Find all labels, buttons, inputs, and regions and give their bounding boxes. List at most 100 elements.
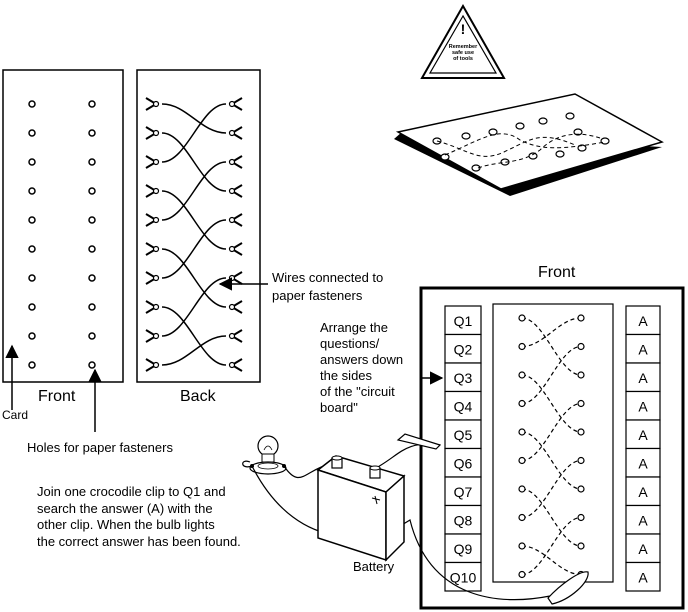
bulb-icon [249, 435, 287, 475]
board-hole [518, 570, 526, 579]
board-hole [577, 456, 585, 465]
back-wire [161, 306, 227, 366]
board-link [521, 317, 582, 376]
front-hole [28, 129, 36, 137]
question-label: Q5 [454, 427, 473, 443]
fastener-head [152, 187, 160, 195]
answer-box [625, 561, 661, 592]
board-link [521, 374, 582, 433]
front-hole [88, 332, 96, 340]
warning-line-2: safe use [451, 50, 474, 56]
question-box [444, 419, 482, 450]
arrange-label-line-5: of the "circuit [320, 384, 395, 399]
question-box [444, 504, 482, 535]
svg-text:!: ! [461, 21, 466, 37]
board-hole [518, 342, 526, 351]
front-hole [88, 361, 96, 369]
front-hole [28, 216, 36, 224]
front-hole [88, 303, 96, 311]
board-hole [518, 513, 526, 522]
instructions-line-3: other clip. When the bulb lights [37, 517, 215, 532]
fastener-head [228, 332, 236, 340]
fastener-head [228, 158, 236, 166]
board-link [521, 516, 582, 576]
answer-label: A [638, 399, 648, 415]
perspective-hole [573, 128, 583, 136]
fastener-head [152, 100, 160, 108]
board-hole [518, 371, 526, 379]
question-label: Q1 [454, 313, 473, 329]
board-hole [518, 456, 526, 465]
fastener-head [152, 274, 160, 282]
answer-label: A [638, 427, 648, 443]
perspective-hole [515, 122, 525, 130]
board-hole [577, 513, 585, 522]
board-hole [577, 314, 585, 322]
back-wire [161, 190, 227, 250]
question-boxes: Q1 Q2 Q3 Q4 Q5 Q6 Q7 Q8 Q9 Q10 [444, 305, 482, 592]
board-hole [518, 485, 526, 493]
front-card-label: Front [38, 388, 76, 405]
instructions-line-1: Join one crocodile clip to Q1 and [37, 484, 226, 499]
wire-bulb-left [242, 460, 253, 468]
question-label: Q9 [454, 541, 473, 557]
answer-box [625, 419, 661, 450]
answer-box [625, 447, 661, 478]
question-box [444, 476, 482, 507]
circuit-board-holes [518, 314, 585, 579]
answer-label: A [638, 570, 648, 586]
question-label: Q2 [454, 342, 473, 358]
perspective-hole [538, 117, 548, 125]
warning-text: Remember safe use of tools [440, 44, 486, 62]
question-box [444, 561, 482, 592]
arrange-label-line-6: board" [320, 400, 358, 415]
front-hole [28, 158, 36, 166]
back-wire [161, 103, 227, 163]
perspective-hole [565, 112, 575, 120]
back-card-wires [145, 97, 243, 372]
board-hole [518, 314, 526, 322]
card-label: Card [2, 408, 29, 422]
perspective-board [394, 93, 664, 196]
fastener-head [228, 187, 236, 195]
back-card-label: Back [180, 388, 216, 405]
back-wire [161, 277, 227, 337]
board-link [521, 431, 582, 490]
question-box [444, 333, 482, 364]
front-hole [28, 274, 36, 282]
perspective-hole [461, 132, 471, 140]
front-hole [28, 100, 36, 108]
board-hole [518, 399, 526, 408]
board-hole [577, 399, 585, 408]
front-hole [28, 187, 36, 195]
front-hole [28, 332, 36, 340]
warning-line-1: Remember [448, 44, 478, 50]
front-hole [88, 216, 96, 224]
wires-label-line-1: Wires connected to [272, 270, 384, 285]
back-wire [161, 103, 227, 134]
fastener-head [152, 216, 160, 224]
fastener-head [228, 361, 236, 369]
answer-box [625, 390, 661, 421]
front-hole [28, 303, 36, 311]
answer-label: A [638, 484, 648, 500]
question-label: Q7 [454, 484, 473, 500]
front-card [2, 69, 124, 383]
wires-label-line-2: paper fasteners [272, 288, 363, 303]
board-hole [577, 485, 585, 493]
perspective-hole [440, 153, 450, 161]
perspective-hole [555, 150, 565, 158]
board-link [521, 488, 582, 547]
arrange-label-line-2: questions/ [320, 336, 380, 351]
fastener-head [228, 303, 236, 311]
arrange-label: Arrange the questions/answers down the sid… [320, 320, 403, 416]
perspective-hole [528, 152, 538, 160]
fastener-head [152, 361, 160, 369]
wire-bulb-to-clip2 [251, 465, 551, 601]
board-link [521, 459, 582, 519]
question-box [444, 305, 482, 336]
board-hole [577, 371, 585, 379]
answer-label: A [638, 342, 648, 358]
